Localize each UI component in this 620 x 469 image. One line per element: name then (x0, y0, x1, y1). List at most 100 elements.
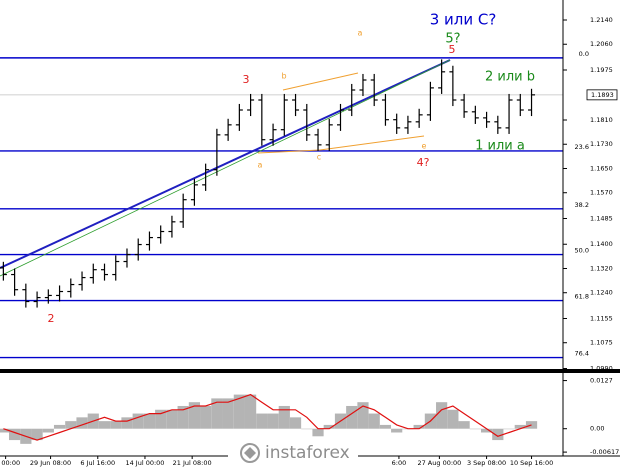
histogram-bar (31, 428, 43, 441)
histogram-bar (132, 413, 144, 429)
x-tick-label: 29 Jun 08:00 (30, 459, 71, 467)
histogram-bar (110, 421, 122, 429)
y-tick-label: 1.1570 (590, 189, 613, 197)
annotation: b (281, 72, 286, 81)
histogram-bar (76, 417, 88, 429)
y-tick-label: 1.0990 (590, 364, 613, 372)
annotation: 3 (243, 73, 250, 86)
histogram-bar (514, 424, 526, 429)
histogram-bar (177, 405, 189, 429)
x-tick-label: 6:00 (392, 459, 407, 467)
y-tick-label: 0.00 (590, 425, 604, 433)
trend-line (0, 59, 451, 277)
levels: 0.0 23.6 38.2 50.0 61.8 76.4 (0, 50, 589, 359)
histogram-bar (323, 424, 335, 429)
x-tick-label: 3 Sep 08:00 (467, 459, 506, 467)
histogram-bar (9, 428, 21, 441)
histogram-bar (469, 428, 481, 430)
histogram-bar (413, 424, 425, 429)
histogram-bar (278, 405, 290, 429)
histogram-bar (458, 421, 470, 429)
histogram-bar (143, 413, 156, 429)
signal-line (3, 393, 532, 441)
histogram-bar (357, 402, 369, 429)
histogram-bar (312, 428, 324, 437)
histogram-bar (391, 428, 403, 433)
y-tick-label: 1.1075 (590, 339, 613, 347)
y-tick-label: 1.1155 (590, 314, 613, 322)
x-tick-label: 27 Aug 00:00 (417, 459, 461, 467)
histogram-bar (368, 413, 380, 429)
annotation: 1 или а (475, 139, 525, 154)
logo-icon (240, 443, 260, 463)
histogram-bar (65, 421, 77, 429)
panel-separator (0, 369, 620, 373)
histogram-bar (166, 409, 178, 429)
histogram-bar (233, 394, 245, 429)
current-price-label: 1.1893 (591, 91, 614, 99)
y-tick-label: 1.2060 (590, 40, 613, 48)
y-tick-label: 1.1650 (590, 164, 613, 172)
indicator (0, 393, 538, 444)
x-tick-label: 21 Jul 08:00 (173, 459, 212, 467)
histogram-bar (346, 405, 358, 429)
histogram-bar (121, 417, 133, 429)
histogram-bar (492, 428, 504, 441)
histogram-bar (379, 424, 392, 429)
fib-label: 0.0 (579, 50, 589, 58)
y-tick-label: 1.1320 (590, 264, 613, 272)
annotation: 2 (48, 312, 55, 325)
histogram-bar (267, 413, 279, 429)
y-tick-label: -0.00617 (590, 448, 619, 456)
current-price-box (586, 89, 618, 101)
histogram-bar (53, 424, 66, 429)
histogram-bar (155, 409, 167, 429)
histogram-bar (480, 428, 493, 433)
fib-label: 61.8 (575, 293, 589, 301)
histogram-bar (436, 402, 448, 429)
histogram-bar (447, 409, 459, 429)
histogram-bar (42, 428, 54, 433)
histogram-bar (188, 402, 201, 429)
annotation: 5 (449, 43, 456, 56)
histogram-bar (98, 421, 111, 429)
axes: 1.2140 1.2060 1.1975 1.1810 1.1730 1.1650 1.15… (0, 16, 619, 467)
histogram-bar (256, 413, 268, 429)
annotation: 3 или С? (430, 11, 497, 29)
histogram-bar (289, 417, 302, 429)
histogram-bar (200, 405, 212, 429)
fib-label: 50.0 (575, 247, 589, 255)
x-tick-label: 6 Jul 16:00 (80, 459, 115, 467)
x-tick-label: un 00:00 (0, 459, 20, 467)
annotation: a (358, 29, 363, 38)
annotation: 2 или b (485, 70, 535, 85)
histogram-bar (222, 398, 234, 429)
channel-line (282, 72, 359, 91)
annotation: 5? (445, 32, 460, 47)
y-tick-label: 0.0127 (590, 377, 613, 385)
price-bars (0, 59, 536, 308)
logo-text: instaforex (265, 443, 350, 463)
y-tick-label: 1.1240 (590, 289, 613, 297)
trend-line (0, 59, 451, 269)
y-tick-label: 1.1485 (590, 214, 613, 222)
annotations: 3 или С? 5? 5 3 2 или b 1 или а 4? 2 a b… (48, 11, 536, 326)
annotation: c (317, 153, 321, 162)
histogram-bar (0, 428, 9, 433)
histogram-bar (244, 394, 257, 429)
annotation: 4? (417, 156, 430, 169)
histogram-bar (525, 421, 538, 429)
channel-line (257, 149, 321, 154)
y-tick-label: 1.2140 (590, 16, 613, 24)
y-tick-label: 1.1730 (590, 140, 613, 148)
fib-label: 23.6 (575, 143, 589, 151)
y-tick-label: 1.1975 (590, 66, 613, 74)
channel-line (319, 135, 425, 151)
x-tick-label: 10 Sep 16:00 (510, 459, 553, 467)
histogram-bar (211, 398, 223, 429)
histogram-bar (503, 428, 515, 430)
fib-label: 76.4 (575, 350, 589, 358)
histogram-bar (301, 428, 313, 430)
